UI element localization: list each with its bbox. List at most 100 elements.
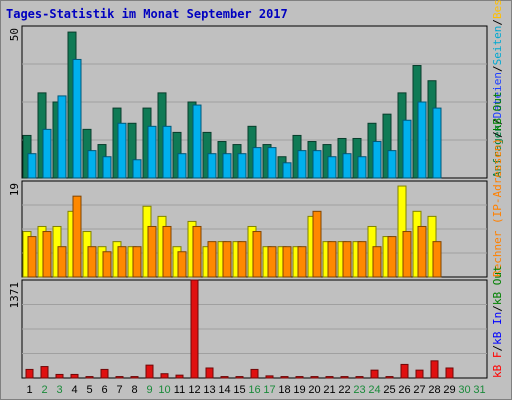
bar-kb-f-day-22 [340, 376, 349, 379]
series-label-part: / [491, 65, 504, 72]
x-tick-label: 23 [353, 384, 365, 396]
x-tick-label: 28 [428, 384, 440, 396]
bar-kb-f-day-19 [295, 376, 304, 379]
bar-rechner-day-2 [42, 231, 52, 278]
x-tick-label: 4 [71, 384, 77, 396]
series-label-part: / [491, 131, 504, 138]
bar-kb-f-day-10 [160, 373, 169, 379]
bar-kb-f-day-12 [190, 279, 199, 379]
bar-rechner-day-26 [402, 231, 412, 278]
series-label-part: / [491, 118, 504, 125]
bar-seiten-day-3 [57, 95, 67, 179]
bar-seiten-day-9 [147, 125, 157, 179]
series-axis-label: kB F/kB In/kB Out [491, 265, 504, 378]
bar-seiten-day-27 [417, 101, 427, 179]
series-label-part: Dateien [491, 72, 504, 118]
bar-kb-f-day-3 [55, 373, 64, 379]
bar-rechner-day-3 [57, 246, 67, 278]
bar-seiten-day-10 [162, 125, 172, 179]
bar-seiten-day-11 [177, 153, 187, 179]
x-tick-label: 25 [383, 384, 395, 396]
bar-seiten-day-16 [252, 147, 262, 179]
series-label-part: Anfragen [491, 125, 504, 178]
bar-kb-f-day-25 [385, 376, 394, 379]
y-axis-max-label: 1371 [8, 282, 21, 309]
bar-rechner-day-20 [312, 210, 322, 278]
bar-seiten-day-19 [297, 150, 307, 179]
bar-kb-f-day-27 [415, 369, 424, 379]
bar-kb-f-day-9 [145, 364, 154, 379]
bar-rechner-day-7 [117, 246, 127, 278]
bar-seiten-day-2 [42, 128, 52, 179]
bar-rechner-day-4 [72, 195, 82, 278]
x-tick-label: 16 [248, 384, 260, 396]
bar-seiten-day-4 [72, 58, 82, 179]
x-tick-label: 9 [146, 384, 152, 396]
bar-seiten-day-22 [342, 153, 352, 179]
x-tick-label: 26 [398, 384, 410, 396]
bar-seiten-day-5 [87, 150, 97, 179]
panel-2: 19 Rechner (IP-Adressen)/kB Out [8, 92, 504, 278]
bar-rechner-day-1 [27, 236, 37, 278]
x-tick-label: 1 [26, 384, 32, 396]
bar-kb-f-day-23 [355, 376, 364, 379]
bar-seiten-day-13 [207, 153, 217, 179]
bar-kb-f-day-8 [130, 376, 139, 379]
bar-kb-f-day-16 [250, 368, 259, 379]
y-axis-max-label: 50 [8, 28, 21, 41]
bar-rechner-day-14 [222, 241, 232, 278]
bar-anfragen-day-25 [382, 113, 392, 179]
series-label-part: kB Out [491, 265, 504, 305]
bar-rechner-day-16 [252, 231, 262, 278]
bar-kb-f-day-18 [280, 376, 289, 379]
x-tick-label: 2 [41, 384, 47, 396]
x-tick-label: 11 [174, 384, 185, 396]
bar-seiten-day-23 [357, 156, 367, 179]
bar-kb-f-day-2 [40, 366, 49, 379]
bar-anfragen-day-8 [127, 122, 137, 179]
x-tick-label: 31 [473, 384, 485, 396]
x-tick-label: 30 [458, 384, 470, 396]
x-tick-label: 5 [86, 384, 92, 396]
bar-rechner-day-17 [267, 246, 277, 278]
bar-seiten-day-25 [387, 150, 397, 179]
bar-kb-f-day-7 [115, 376, 124, 379]
x-tick-label: 24 [368, 384, 380, 396]
series-label-part: kB F [491, 352, 504, 379]
series-label-part: Besuche [491, 0, 504, 19]
bar-rechner-day-8 [132, 246, 142, 278]
series-label-part: Rechner (IP-Adressen) [491, 138, 504, 277]
bar-kb-f-day-13 [205, 367, 214, 379]
bar-rechner-day-11 [177, 251, 187, 278]
bar-kb-f-day-11 [175, 374, 184, 379]
bar-seiten-day-14 [222, 153, 232, 179]
bar-seiten-day-7 [117, 122, 127, 179]
bar-kb-f-day-26 [400, 363, 409, 379]
bar-seiten-day-15 [237, 153, 247, 179]
bar-kb-f-day-21 [325, 376, 334, 379]
bar-kb-f-day-28 [430, 360, 439, 379]
bar-rechner-day-28 [432, 241, 442, 278]
bar-seiten-day-20 [312, 150, 322, 179]
x-tick-label: 6 [101, 384, 107, 396]
chart-title: Tages-Statistik im Monat September 2017 [6, 7, 288, 21]
series-label-part: kB Out [491, 92, 504, 132]
x-tick-label: 10 [158, 384, 170, 396]
x-tick-label: 29 [443, 384, 455, 396]
x-tick-label: 15 [233, 384, 245, 396]
bar-rechner-day-18 [282, 246, 292, 278]
bar-seiten-day-18 [282, 162, 292, 179]
bar-seiten-day-1 [27, 153, 37, 179]
bar-kb-f-day-17 [265, 375, 274, 379]
x-tick-label: 27 [413, 384, 425, 396]
series-label-part: / [491, 345, 504, 352]
bar-kb-f-day-5 [85, 376, 94, 379]
bar-rechner-day-25 [387, 236, 397, 278]
x-tick-label: 12 [188, 384, 200, 396]
series-label-part: Seiten [491, 26, 504, 66]
bar-rechner-day-24 [372, 246, 382, 278]
bar-seiten-day-24 [372, 141, 382, 179]
x-tick-label: 18 [278, 384, 290, 396]
bar-seiten-day-26 [402, 119, 412, 179]
